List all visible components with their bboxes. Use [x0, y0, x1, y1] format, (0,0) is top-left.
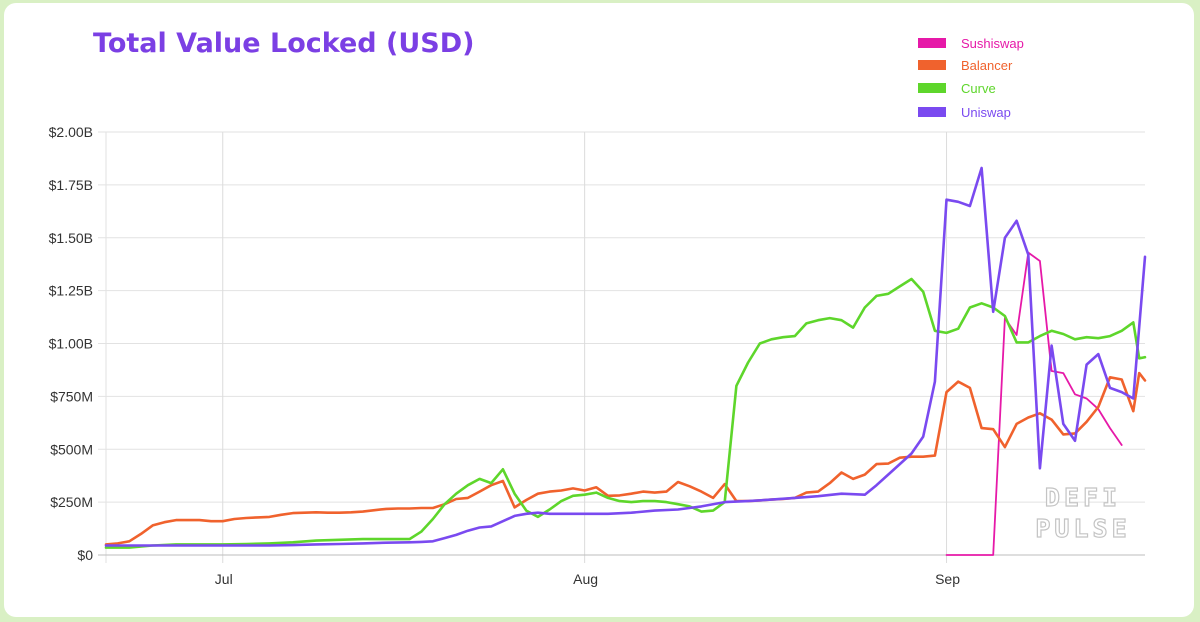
series-lines: [104, 166, 1147, 556]
legend-swatch-balancer: [918, 60, 946, 70]
watermark-line-1: DEFI: [1045, 483, 1121, 512]
series-line-curve: [104, 277, 1147, 549]
grid-lines: [98, 131, 1145, 563]
y-tick-label: $1.50B: [49, 230, 93, 246]
chart-title: Total Value Locked (USD): [93, 28, 475, 59]
y-tick-label: $1.25B: [49, 283, 93, 299]
legend-label-balancer: Balancer: [961, 58, 1013, 73]
legend-label-sushiswap: Sushiswap: [961, 36, 1024, 51]
y-tick-label: $750M: [50, 388, 93, 404]
series-line-uniswap: [104, 166, 1147, 547]
y-tick-label: $500M: [50, 441, 93, 457]
legend-swatch-curve: [918, 83, 946, 93]
series-line-balancer: [104, 371, 1147, 546]
legend: Sushiswap Balancer Curve Uniswap: [918, 36, 1024, 120]
legend-label-uniswap: Uniswap: [961, 105, 1011, 120]
x-tick-label: Sep: [935, 571, 960, 587]
legend-swatch-uniswap: [918, 107, 946, 117]
y-tick-label: $1.75B: [49, 177, 93, 193]
y-tick-label: $0: [77, 547, 93, 563]
legend-label-curve: Curve: [961, 81, 996, 96]
y-tick-label: $1.00B: [49, 336, 93, 352]
series-line-sushiswap: [945, 251, 1123, 556]
x-tick-label: Aug: [573, 571, 598, 587]
axes: $0 $250M $500M $750M $1.00B $1.25B $1.50B $1.75…: [49, 124, 1145, 587]
x-tick-label: Jul: [215, 571, 233, 587]
y-tick-label: $250M: [50, 494, 93, 510]
defi-pulse-watermark: DEFI PULSE: [1035, 482, 1130, 543]
legend-swatch-sushiswap: [918, 38, 946, 48]
y-tick-label: $2.00B: [49, 124, 93, 140]
watermark-line-2: PULSE: [1035, 514, 1130, 543]
